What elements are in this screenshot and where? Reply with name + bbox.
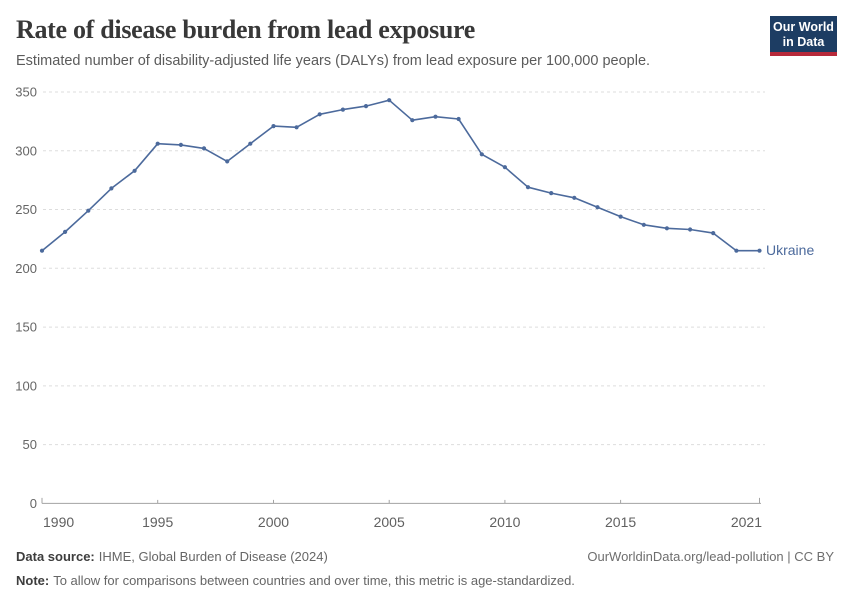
owid-logo-red-bar bbox=[770, 52, 837, 56]
x-axis bbox=[41, 497, 761, 504]
series-markers-ukraine bbox=[39, 98, 762, 253]
x-axis-labels: 1990 1995 2000 2005 2010 2015 2021 bbox=[43, 514, 762, 530]
series-label-ukraine: Ukraine bbox=[766, 242, 814, 258]
x-tick-label: 2010 bbox=[489, 514, 520, 530]
data-source-label: Data source: bbox=[16, 549, 95, 564]
owid-logo[interactable]: Our World in Data bbox=[770, 16, 837, 56]
x-tick-label: 2005 bbox=[374, 514, 405, 530]
chart-subtitle: Estimated number of disability-adjusted … bbox=[16, 53, 651, 69]
y-tick-label: 50 bbox=[23, 437, 37, 452]
x-tick-label: 2000 bbox=[258, 514, 289, 530]
note-text: To allow for comparisons between countri… bbox=[53, 573, 575, 588]
license-link[interactable]: OurWorldinData.org/lead-pollution | CC B… bbox=[587, 549, 834, 564]
x-tick-label: 2021 bbox=[731, 514, 762, 530]
y-tick-label: 350 bbox=[15, 85, 37, 100]
data-source-text: IHME, Global Burden of Disease (2024) bbox=[98, 549, 328, 564]
x-tick-label: 1990 bbox=[43, 514, 74, 530]
note-label: Note: bbox=[16, 573, 50, 588]
y-tick-label: 250 bbox=[15, 202, 37, 217]
x-tick-label: 2015 bbox=[605, 514, 636, 530]
footer-note: Note: To allow for comparisons between co… bbox=[16, 573, 834, 588]
page-title: Rate of disease burden from lead exposur… bbox=[16, 15, 476, 44]
owid-logo-line1: Our World bbox=[773, 20, 834, 34]
owid-logo-line2: in Data bbox=[782, 34, 825, 49]
y-tick-label: 0 bbox=[30, 496, 37, 511]
y-gridlines bbox=[43, 91, 765, 446]
footer: Data source: IHME, Global Burden of Disea… bbox=[16, 549, 834, 564]
y-tick-label: 300 bbox=[15, 143, 37, 158]
y-axis-labels: 0 50 100 150 200 250 300 350 bbox=[15, 85, 37, 511]
y-tick-label: 150 bbox=[15, 320, 37, 335]
x-tick-label: 1995 bbox=[142, 514, 173, 530]
y-tick-label: 200 bbox=[15, 261, 37, 276]
y-tick-label: 100 bbox=[15, 378, 37, 393]
data-source: Data source: IHME, Global Burden of Disea… bbox=[16, 549, 328, 564]
series-line-ukraine bbox=[41, 99, 761, 252]
